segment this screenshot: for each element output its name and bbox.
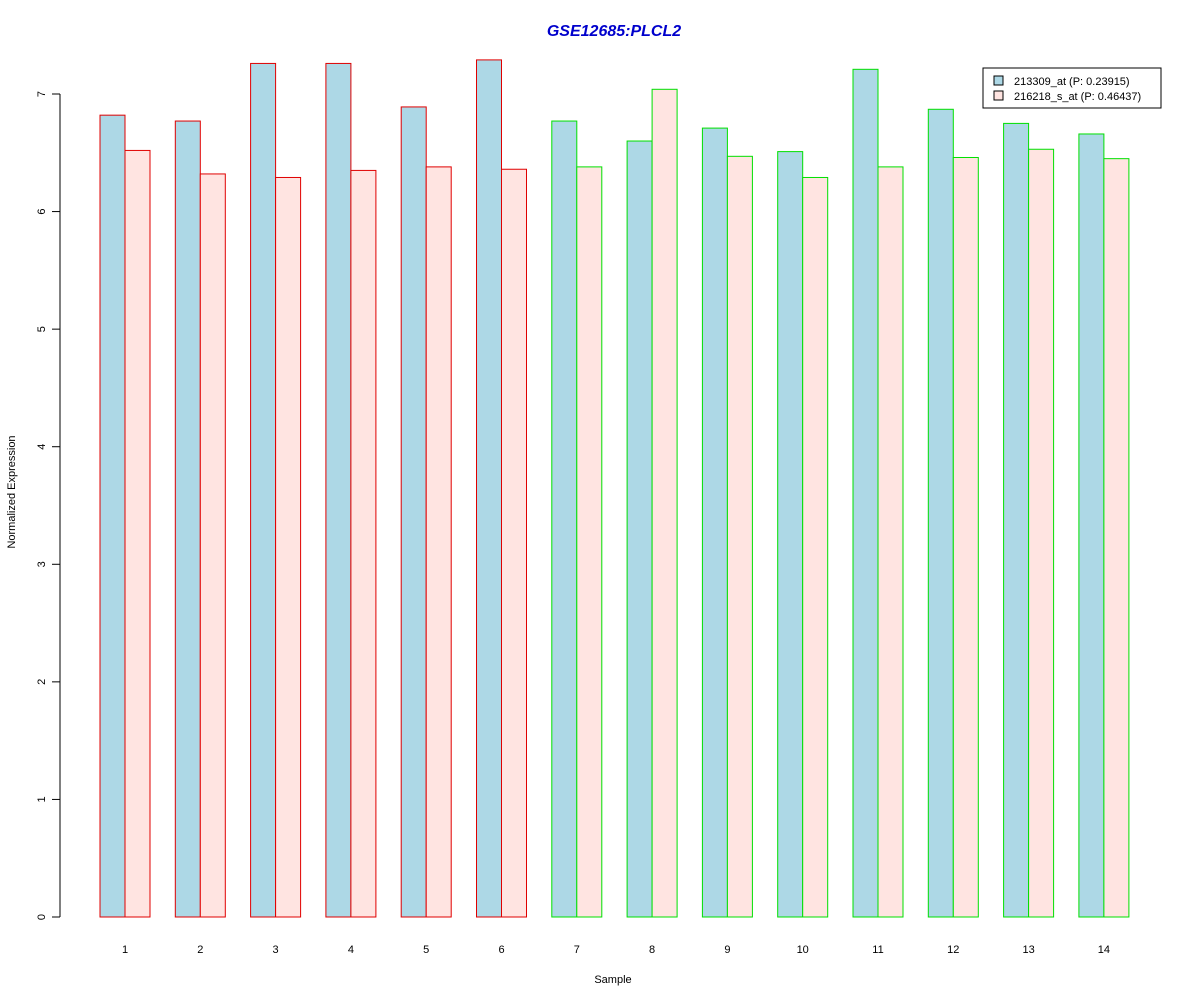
legend-entry-label: 213309_at (P: 0.23915)	[1014, 76, 1130, 88]
bar-series2-sample-13	[1028, 148, 1055, 918]
x-tick-label: 8	[649, 944, 655, 956]
x-tick-label: 4	[348, 944, 354, 956]
x-tick-label: 14	[1098, 944, 1110, 956]
bar-series2-sample-5	[425, 166, 452, 918]
y-tick-label: 0	[36, 914, 48, 920]
y-tick-label: 5	[36, 326, 48, 332]
y-tick-label: 7	[36, 91, 48, 97]
x-tick-label: 12	[947, 944, 959, 956]
x-tick-label: 6	[498, 944, 504, 956]
bar-series2-sample-12	[952, 156, 979, 918]
bar-series1-sample-7	[551, 120, 578, 918]
legend-swatch	[993, 75, 1004, 86]
bar-series1-sample-12	[927, 108, 954, 918]
legend: 213309_at (P: 0.23915) 216218_s_at (P: 0.…	[982, 67, 1162, 109]
y-tick-label: 2	[36, 679, 48, 685]
bar-series2-sample-14	[1103, 158, 1130, 918]
bar-series2-sample-7	[576, 166, 603, 918]
x-tick-label: 7	[574, 944, 580, 956]
legend-swatch	[993, 90, 1004, 101]
y-tick-label: 6	[36, 209, 48, 215]
bar-series1-sample-1	[99, 114, 126, 918]
bar-group	[99, 59, 1130, 918]
x-tick-label: 3	[273, 944, 279, 956]
bar-series2-sample-2	[199, 173, 226, 918]
bar-series2-sample-6	[501, 168, 527, 918]
x-tick-labels: 1 2 3 4 5 6 7 8 9 10 11 12 13 14	[122, 944, 1110, 956]
x-tick-label: 13	[1022, 944, 1034, 956]
x-tick-label: 2	[197, 944, 203, 956]
bar-series1-sample-11	[852, 68, 879, 918]
y-tick-label: 4	[36, 444, 48, 450]
bar-series2-sample-3	[275, 176, 302, 918]
y-axis-label: Normalized Expression	[6, 435, 18, 548]
y-axis: 0 1 2 3 4 5 6 7	[36, 91, 61, 920]
bar-series1-sample-5	[400, 106, 427, 918]
y-tick-label: 3	[36, 561, 48, 567]
bar-series2-sample-9	[726, 155, 753, 918]
y-tick-label: 1	[36, 796, 48, 802]
bar-series1-sample-8	[626, 140, 653, 918]
bar-series1-sample-14	[1078, 133, 1105, 918]
legend-box	[982, 67, 1162, 109]
x-axis-label: Sample	[594, 974, 631, 986]
x-tick-label: 11	[872, 944, 883, 956]
bar-series2-sample-8	[651, 88, 678, 918]
x-tick-label: 5	[423, 944, 429, 956]
bar-series1-sample-3	[250, 62, 277, 918]
legend-entry-label: 216218_s_at (P: 0.46437)	[1014, 91, 1141, 103]
x-tick-label: 10	[797, 944, 809, 956]
bar-series1-sample-13	[1003, 122, 1030, 918]
bar-series1-sample-10	[777, 151, 804, 918]
bar-series2-sample-11	[877, 166, 904, 918]
bar-series1-sample-4	[325, 62, 352, 918]
bar-series1-sample-9	[701, 127, 728, 918]
bar-series2-sample-1	[124, 149, 151, 918]
bar-series2-sample-4	[350, 169, 377, 918]
x-tick-label: 9	[724, 944, 730, 956]
bar-series1-sample-2	[174, 120, 201, 918]
x-tick-label: 1	[122, 944, 128, 956]
bar-series2-sample-10	[802, 176, 829, 918]
chart-title: GSE12685:PLCL2	[547, 23, 681, 40]
bar-series1-sample-6	[476, 59, 502, 918]
